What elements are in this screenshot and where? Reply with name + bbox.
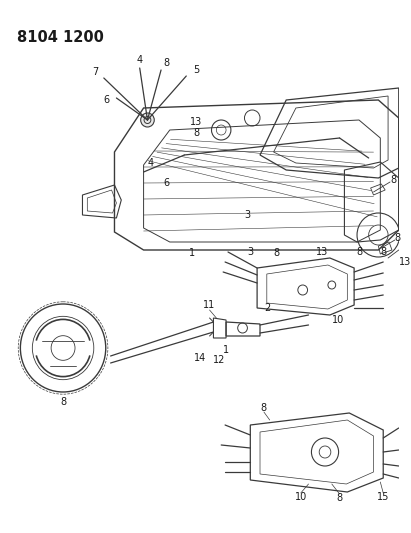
Text: 8: 8: [261, 403, 267, 413]
Text: 1: 1: [223, 345, 229, 355]
Text: 13: 13: [399, 257, 411, 267]
Text: 8104 1200: 8104 1200: [17, 30, 104, 45]
Text: 7: 7: [92, 67, 98, 77]
Text: 8: 8: [356, 247, 362, 257]
Text: 8: 8: [193, 128, 199, 138]
Text: 15: 15: [377, 492, 389, 502]
Text: 13: 13: [316, 247, 328, 257]
Text: 8: 8: [395, 233, 401, 243]
Text: 12: 12: [213, 355, 226, 365]
Text: 10: 10: [332, 315, 344, 325]
Text: 8: 8: [60, 397, 66, 407]
Text: 8: 8: [164, 58, 170, 68]
Circle shape: [141, 113, 154, 127]
Text: 1: 1: [189, 248, 195, 258]
Text: 8: 8: [273, 248, 279, 258]
Text: 4: 4: [136, 55, 143, 65]
Text: 2: 2: [265, 303, 271, 313]
Text: 13: 13: [190, 117, 202, 127]
Text: 11: 11: [203, 300, 216, 310]
Text: 10: 10: [295, 492, 307, 502]
Text: 6: 6: [164, 178, 170, 188]
Text: 3: 3: [244, 210, 250, 220]
Text: 14: 14: [194, 353, 206, 363]
Text: 8: 8: [391, 175, 397, 185]
Text: 8: 8: [337, 493, 343, 503]
Text: 5: 5: [193, 65, 199, 75]
Text: 6: 6: [104, 95, 110, 105]
Text: 3: 3: [247, 247, 253, 257]
Text: 8: 8: [380, 247, 386, 257]
Text: 4: 4: [147, 158, 153, 168]
